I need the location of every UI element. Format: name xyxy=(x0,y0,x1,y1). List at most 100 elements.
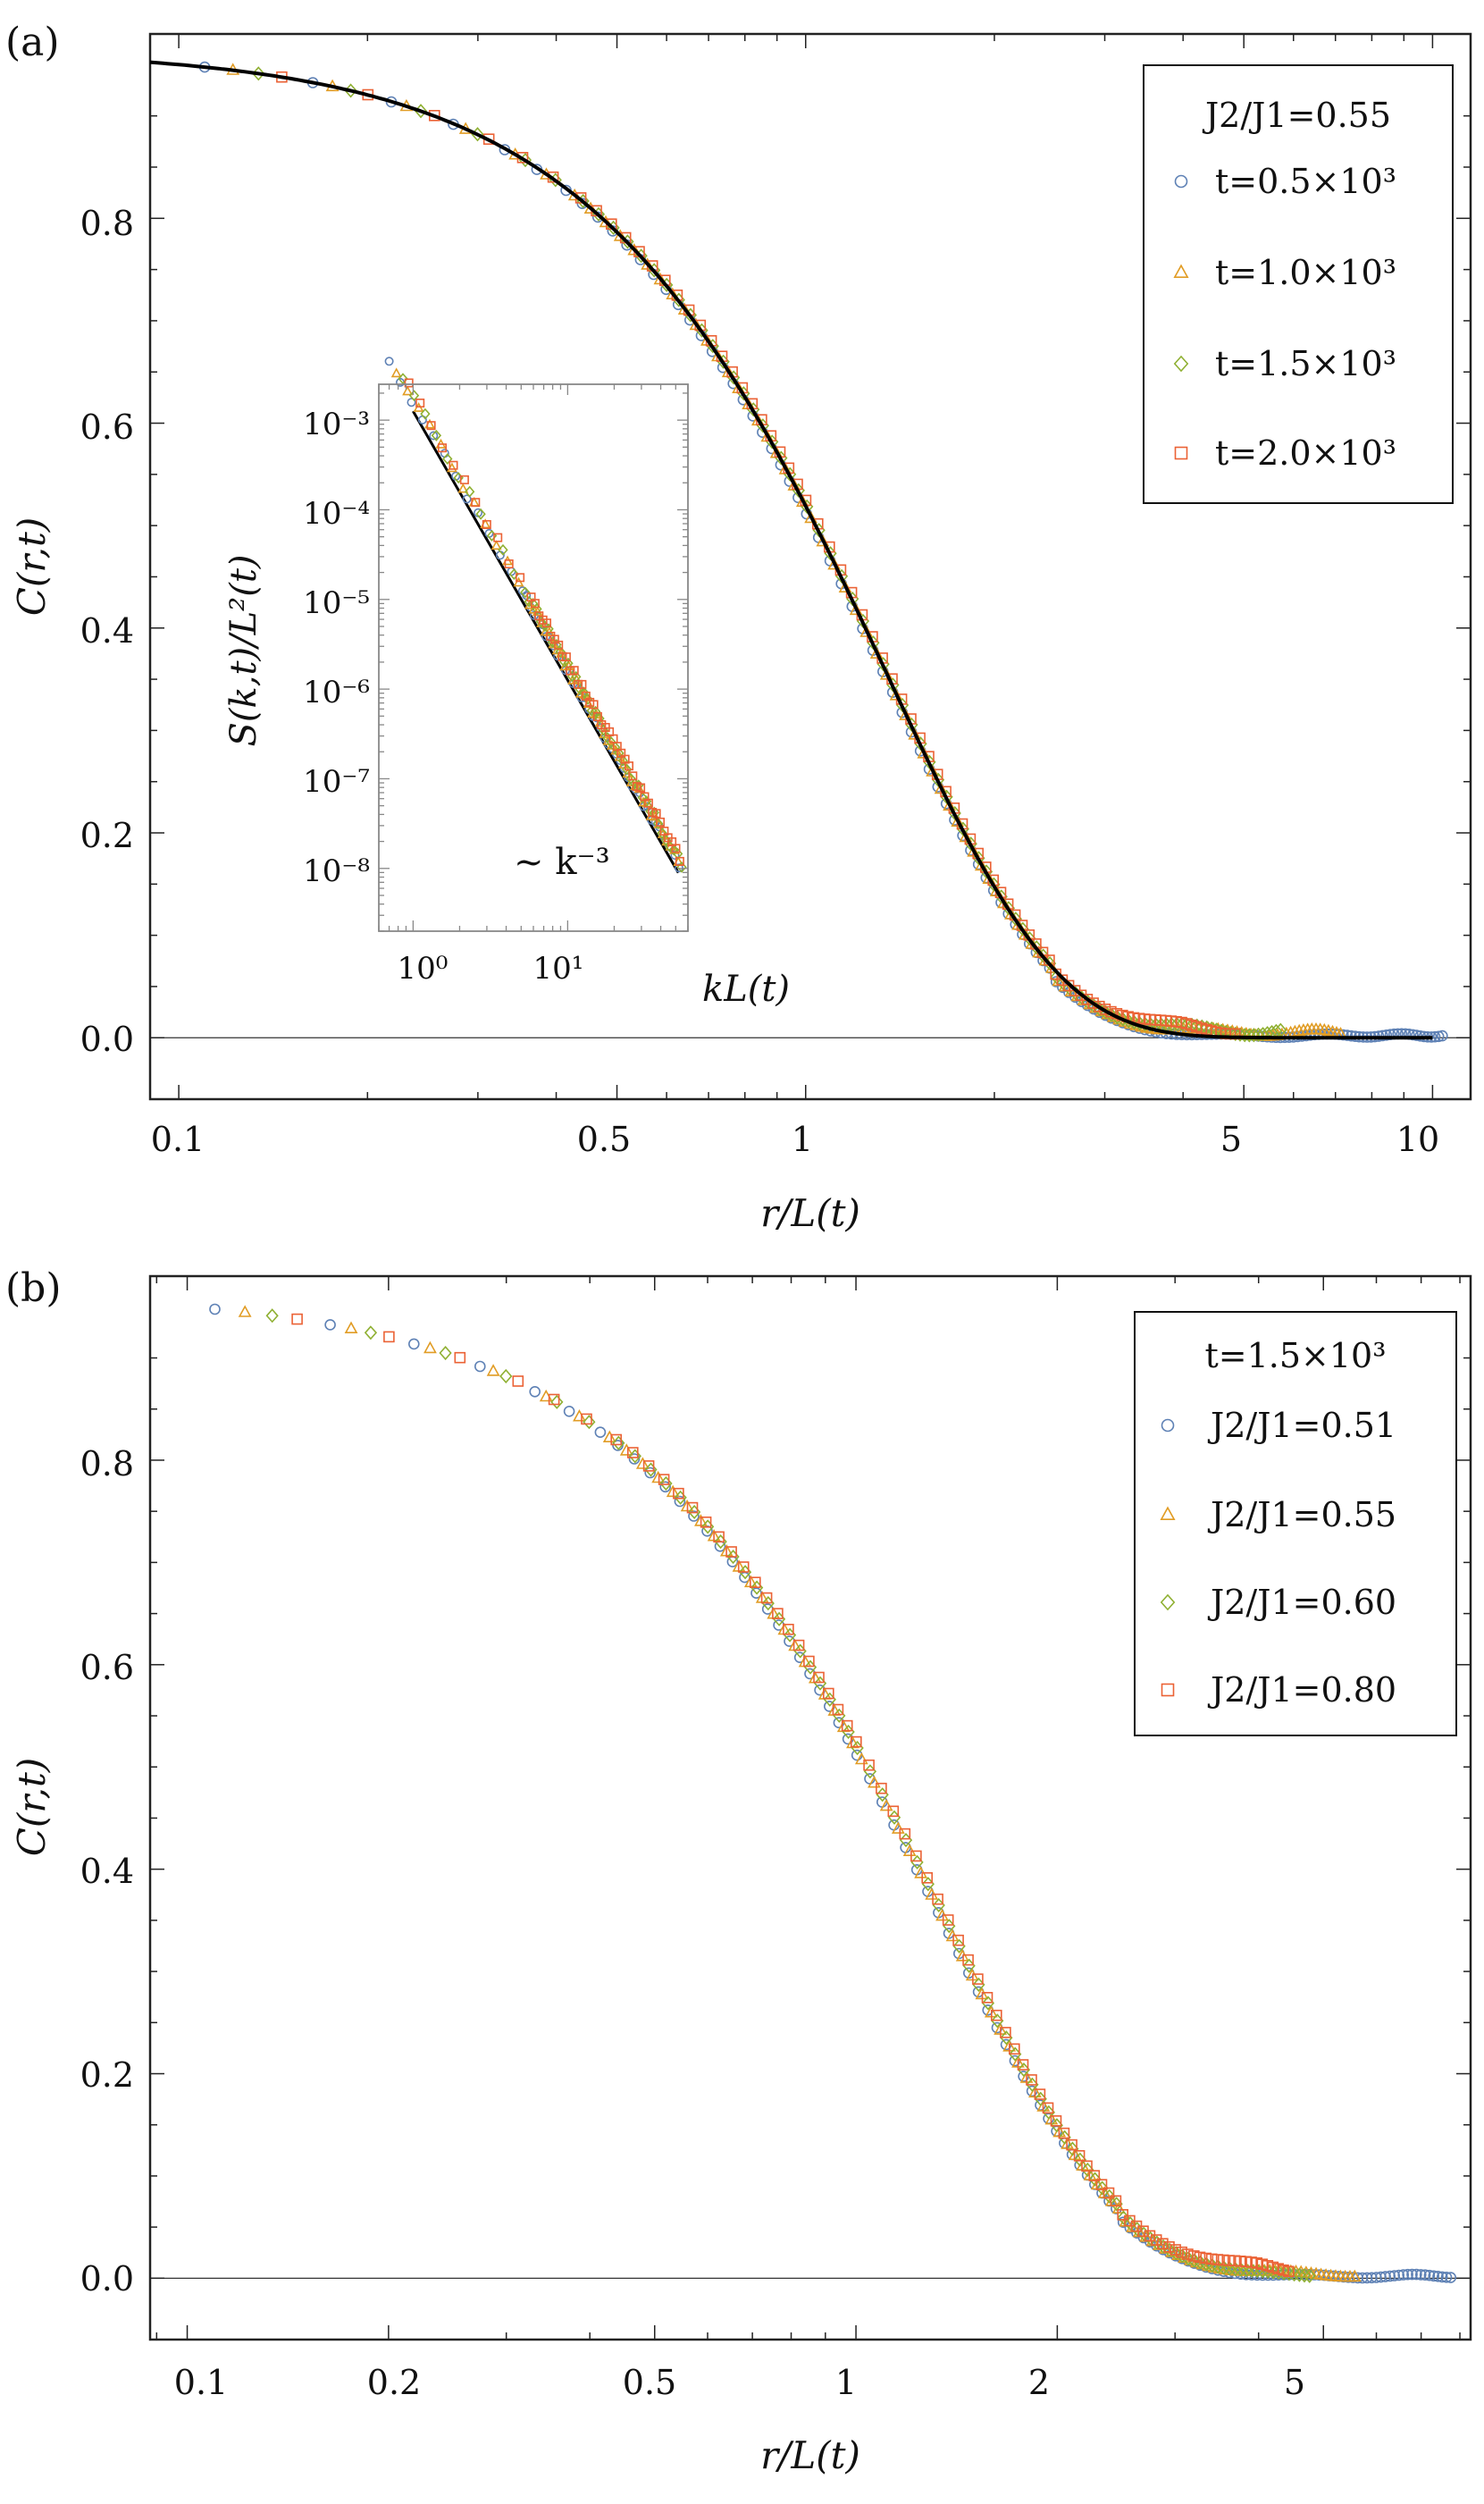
data-point xyxy=(822,1687,834,1700)
data-point xyxy=(642,1460,655,1472)
data-point xyxy=(1138,1016,1152,1032)
inset-data-point xyxy=(609,741,621,753)
data-point xyxy=(1239,2263,1253,2278)
panel-b-legend-entry: J2/J1=0.51 xyxy=(1207,1406,1396,1445)
inset-xtick-label: 10⁰ xyxy=(398,951,449,987)
data-point xyxy=(1094,1000,1105,1013)
inset-data-point xyxy=(457,483,469,493)
data-point xyxy=(628,1453,641,1465)
legend-marker xyxy=(1174,446,1188,460)
data-point xyxy=(1428,2270,1439,2282)
data-point xyxy=(1081,2160,1093,2172)
inset-data-point xyxy=(475,508,486,520)
data-point xyxy=(921,1872,933,1884)
inset-data-point xyxy=(530,599,540,609)
data-point xyxy=(1150,2234,1162,2246)
data-point xyxy=(594,1426,607,1438)
data-point xyxy=(209,1303,221,1315)
legend-marker xyxy=(1160,1593,1176,1611)
inset-ytick-label: 10⁻⁸ xyxy=(303,853,370,889)
inset-data-point xyxy=(390,367,402,378)
data-point xyxy=(659,1475,673,1491)
data-point xyxy=(1432,2271,1444,2282)
data-point xyxy=(832,1703,844,1716)
panel-a-ytick-label: 0.6 xyxy=(80,408,134,447)
data-point xyxy=(619,1443,633,1456)
inset-data-point xyxy=(589,700,599,710)
data-point xyxy=(486,1364,500,1376)
data-point xyxy=(1223,2261,1237,2276)
inset-data-point xyxy=(651,809,661,819)
data-point xyxy=(1200,2252,1212,2265)
inset-data-point xyxy=(628,771,638,781)
data-point xyxy=(813,1671,825,1684)
data-point xyxy=(1317,1022,1331,1036)
data-point xyxy=(962,1954,974,1966)
data-point xyxy=(602,1430,616,1442)
data-point xyxy=(1423,2269,1436,2281)
panel-a-xtick-label: 0.5 xyxy=(577,1120,631,1159)
panel-a-x-tick-labels: 0.1 0.5 1 5 10 xyxy=(151,1120,1439,1159)
inset-data-point xyxy=(614,747,625,760)
data-point xyxy=(1170,1017,1184,1032)
panel-b-x-tick-labels: 0.1 0.2 0.5 1 2 5 xyxy=(174,2363,1305,2402)
data-point xyxy=(1009,2043,1020,2055)
data-point xyxy=(1050,2115,1062,2127)
inset-y-axis-title: S(k,t)/L²(t) xyxy=(223,555,264,747)
inset-data-point xyxy=(655,817,665,827)
panel-b: (b) 0.1 0.2 0.5 1 2 5 0.0 0.2 0.4 0.6 0.… xyxy=(5,1265,1472,2477)
panel-a-ytick-label: 0.4 xyxy=(80,611,134,651)
data-point xyxy=(612,1435,625,1450)
data-point xyxy=(932,1893,943,1905)
legend-marker xyxy=(1173,355,1189,373)
inset-data-point xyxy=(464,485,475,498)
data-point xyxy=(1406,2268,1418,2281)
panel-a-legend-title: J2/J1=0.55 xyxy=(1202,96,1391,135)
inset-data-point xyxy=(617,754,628,767)
data-point xyxy=(1066,2138,1077,2151)
legend-marker xyxy=(1174,174,1188,189)
legend-marker xyxy=(1161,1418,1175,1433)
inset-ytick-label: 10⁻⁷ xyxy=(303,764,370,800)
data-point xyxy=(910,1850,922,1862)
inset-data-point xyxy=(621,763,633,776)
inset-data-point xyxy=(508,568,520,581)
inset-ytick-label: 10⁻⁶ xyxy=(303,675,370,710)
data-point xyxy=(827,557,842,570)
inset-data-point xyxy=(498,543,508,556)
data-point xyxy=(899,1828,911,1840)
data-point xyxy=(876,1782,887,1794)
inset-data-point xyxy=(493,533,503,542)
panel-b-legend-box xyxy=(1134,1311,1457,1736)
data-point xyxy=(635,1457,650,1469)
data-point xyxy=(1157,2238,1169,2249)
inset-data-point xyxy=(563,657,574,669)
data-point xyxy=(1388,2270,1400,2281)
data-point xyxy=(868,1776,881,1788)
power-law-line xyxy=(412,410,680,874)
data-point xyxy=(1087,997,1099,1009)
data-point xyxy=(1228,2262,1242,2277)
panel-b-data-points xyxy=(209,1303,1456,2284)
inset-data-point xyxy=(578,686,590,699)
panel-b-legend-entry: J2/J1=0.60 xyxy=(1207,1583,1396,1622)
inset-data-point xyxy=(402,385,414,396)
data-point xyxy=(1411,2268,1422,2281)
inset-data-point xyxy=(442,453,453,466)
inset-data-point xyxy=(459,475,469,484)
data-point xyxy=(1347,2269,1362,2282)
inset-data-point xyxy=(561,652,571,662)
data-point xyxy=(841,1719,853,1732)
inset-xtick-label: 10¹ xyxy=(533,951,584,987)
data-point xyxy=(1436,2271,1448,2283)
legend-marker xyxy=(1173,264,1189,279)
panel-a-label: (a) xyxy=(5,20,60,65)
data-point xyxy=(1176,2248,1189,2264)
inset-data-point xyxy=(431,429,442,441)
inset-data-point xyxy=(653,818,664,830)
inset-data-point xyxy=(583,693,593,705)
panel-b-xtick-label: 0.5 xyxy=(623,2363,676,2402)
panel-b-legend: t=1.5×10³ J2/J1=0.51 J2/J1=0.55 J2/J1=0.… xyxy=(1134,1311,1457,1736)
inset-ticks xyxy=(378,384,689,932)
